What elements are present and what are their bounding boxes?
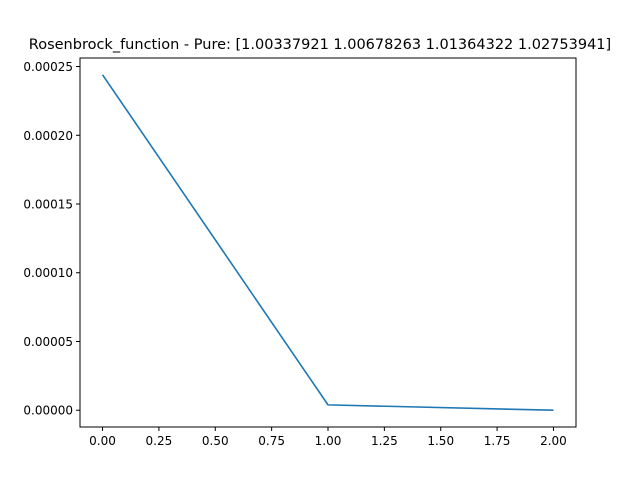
chart-title: Rosenbrock_function - Pure: [1.00337921 … <box>29 37 611 53</box>
x-tick-label: 1.00 <box>315 434 342 448</box>
y-axis: 0.00000 0.00005 0.00010 0.00015 0.00020 0.000… <box>23 60 80 418</box>
x-tick-label: 0.75 <box>258 434 285 448</box>
x-tick-label: 2.00 <box>540 434 567 448</box>
y-tick-label: 0.00000 <box>23 404 73 418</box>
x-tick-label: 1.50 <box>427 434 454 448</box>
y-tick-label: 0.00015 <box>23 198 73 212</box>
x-tick-label: 0.50 <box>202 434 229 448</box>
series-layer <box>101 74 554 412</box>
x-tick-label: 0.00 <box>89 434 116 448</box>
x-tick-label: 0.25 <box>146 434 173 448</box>
x-axis: 0.00 0.25 0.50 0.75 1.00 1.25 1.50 1.75 2.00 <box>89 427 567 448</box>
y-tick-label: 0.00020 <box>23 129 73 143</box>
x-tick-label: 1.75 <box>484 434 511 448</box>
series-line-0 <box>101 74 554 412</box>
y-tick-label: 0.00025 <box>23 60 73 74</box>
y-tick-label: 0.00010 <box>23 266 73 280</box>
plot-area-frame <box>79 57 577 428</box>
y-tick-label: 0.00005 <box>23 335 73 349</box>
x-tick-label: 1.25 <box>371 434 398 448</box>
